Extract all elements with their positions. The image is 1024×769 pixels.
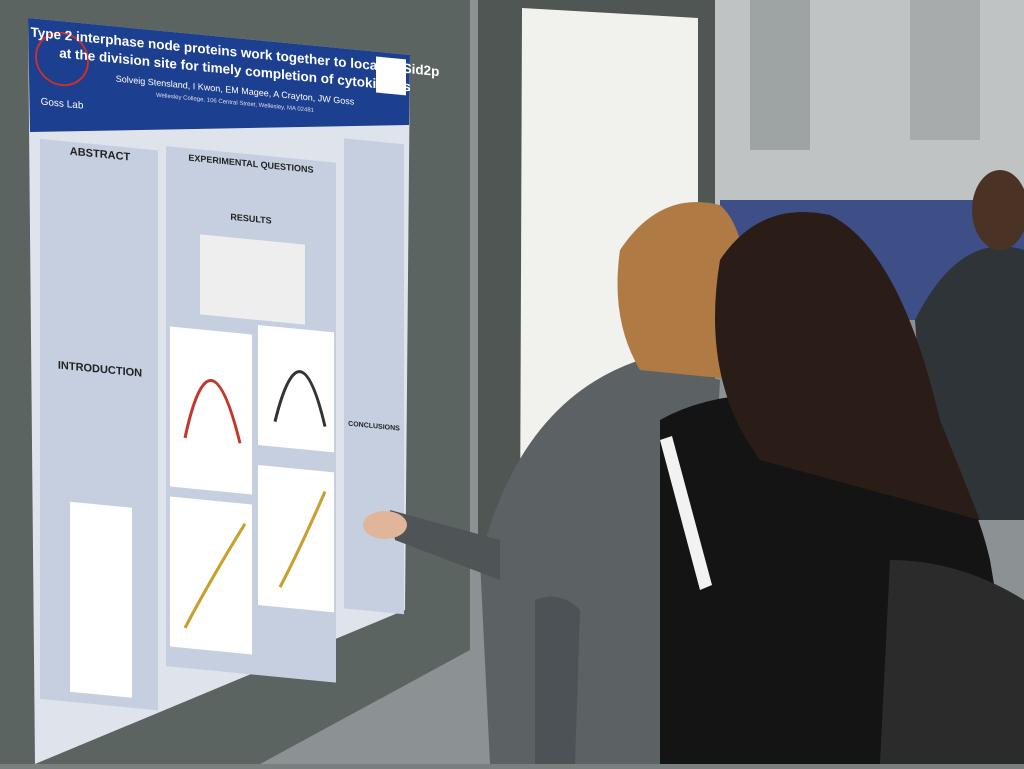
chair: [535, 596, 580, 764]
hair: [715, 212, 980, 520]
pillar: [910, 0, 980, 140]
lab-name: Goss Lab: [41, 97, 84, 112]
column: [344, 138, 404, 615]
figure: [170, 496, 252, 655]
diagram: [70, 501, 132, 698]
plot-curve: [278, 490, 327, 588]
college-logo: [376, 56, 406, 96]
figure: [200, 234, 305, 325]
section-heading: ABSTRACT: [70, 146, 131, 164]
arm: [390, 510, 500, 580]
hair: [617, 202, 747, 380]
plot-curve: [273, 370, 327, 427]
person-head: [972, 170, 1024, 250]
figure: [170, 326, 252, 495]
paper: [660, 436, 712, 590]
plot-curve: [183, 522, 247, 629]
poster-header: [28, 18, 410, 132]
backpack: [880, 560, 1024, 764]
figure: [258, 325, 334, 453]
main-poster: Goss Lab Type 2 interphase node proteins…: [28, 18, 439, 764]
plot-curve: [183, 379, 242, 444]
section-heading: RESULTS: [230, 212, 271, 226]
figure: [258, 465, 334, 613]
pillar: [750, 0, 810, 150]
lab-logo: [35, 31, 89, 87]
hand: [363, 511, 407, 539]
